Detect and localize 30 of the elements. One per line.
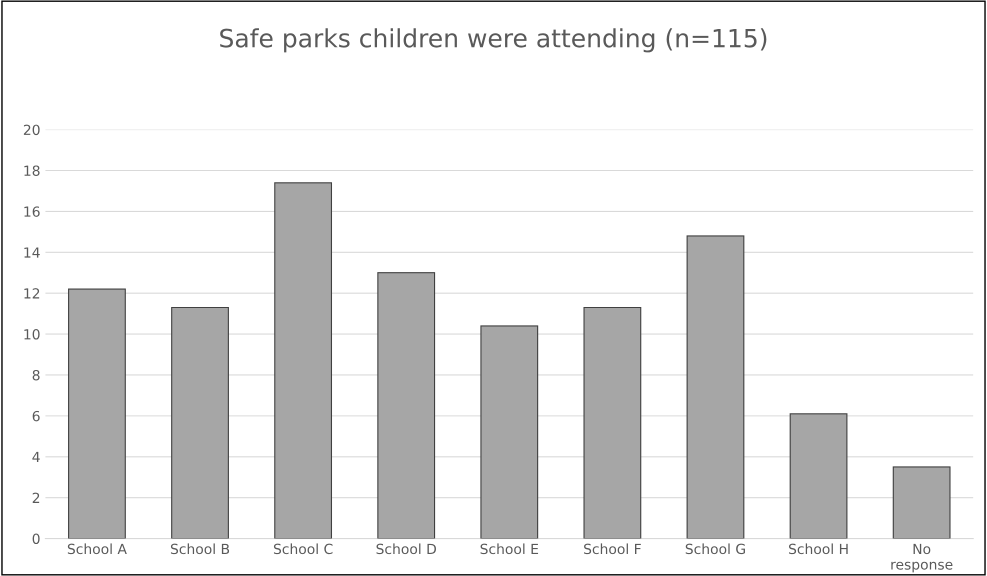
y-tick-label: 2 [32, 492, 40, 503]
y-tick-label: 14 [24, 247, 40, 258]
chart-title: Safe parks children were attending (n=115) [220, 28, 766, 52]
y-tick-label: 10 [24, 329, 40, 340]
x-tick-label: School A [68, 543, 127, 554]
y-tick-label: 12 [24, 288, 40, 298]
y-tick-label: 18 [24, 165, 40, 176]
bar [892, 466, 951, 539]
bar [686, 235, 744, 539]
y-tick-label: 16 [24, 206, 40, 217]
y-tick-label: 20 [24, 124, 40, 136]
bar [480, 325, 538, 539]
x-tick-label: School F [584, 543, 641, 554]
x-tick-label: No response [891, 544, 952, 572]
y-tick-label: 0 [32, 534, 40, 544]
bar [274, 182, 332, 539]
x-tick-label: School D [376, 543, 436, 554]
bar [583, 306, 642, 539]
x-tick-label: School G [686, 543, 745, 554]
bar [377, 272, 436, 539]
y-tick-label: 6 [32, 410, 40, 422]
x-tick-label: School H [788, 543, 848, 554]
x-tick-label: School E [480, 543, 538, 554]
y-tick-label: 8 [32, 370, 40, 380]
x-tick-label: School C [274, 543, 332, 554]
bar [171, 306, 229, 539]
y-tick-label: 4 [32, 452, 40, 462]
bar [790, 413, 848, 539]
bar [68, 288, 126, 539]
x-tick-label: School B [170, 543, 230, 554]
